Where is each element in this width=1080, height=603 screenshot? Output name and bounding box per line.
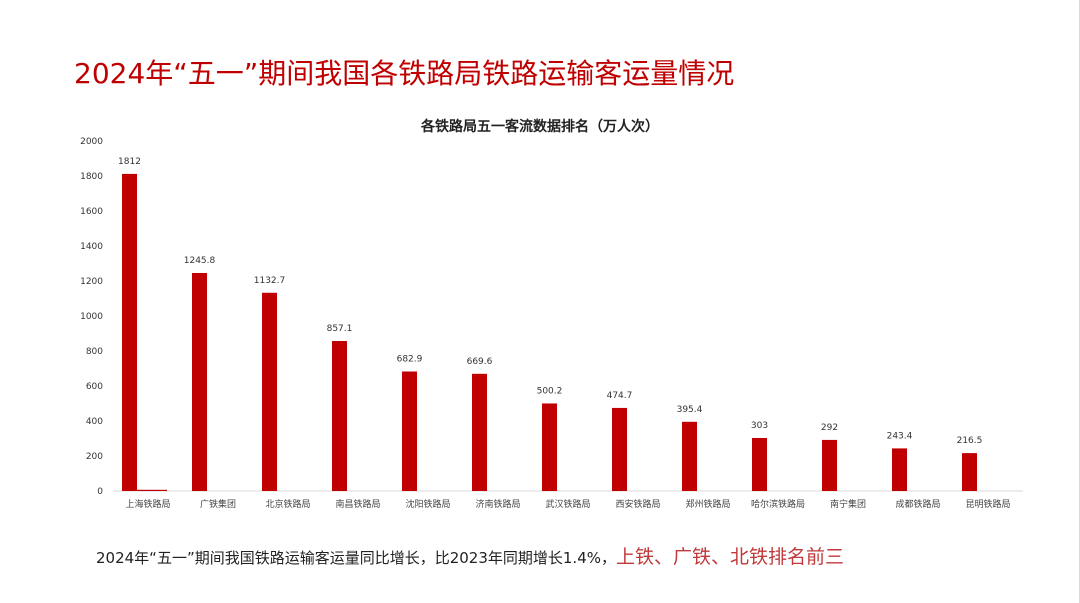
x-tick-label: 成都铁路局 — [895, 498, 940, 510]
bar — [332, 341, 347, 491]
y-tick-label: 1000 — [80, 312, 103, 322]
caption-text: 2024年“五一”期间我国铁路运输客运量同比增长，比2023年同期增长1.4%， — [96, 549, 617, 567]
bar — [192, 272, 207, 491]
y-tick-label: 0 — [97, 487, 103, 497]
bar — [402, 371, 417, 491]
x-tick-label: 哈尔滨铁路局 — [751, 498, 805, 510]
caption-highlight: 上铁、广铁、北铁排名前三 — [616, 546, 845, 568]
x-tick-label: 北京铁路局 — [265, 498, 310, 510]
x-tick-label: 济南铁路局 — [475, 498, 520, 510]
y-tick-label: 400 — [86, 417, 103, 427]
y-tick-label: 1800 — [80, 172, 103, 182]
data-label: 395.4 — [677, 405, 703, 415]
data-label: 1132.7 — [254, 276, 286, 286]
y-tick-label: 800 — [86, 347, 103, 357]
y-tick-label: 1200 — [80, 277, 103, 287]
y-tick-label: 200 — [86, 452, 103, 462]
x-tick-label: 广铁集团 — [200, 498, 236, 510]
x-tick-label: 上海铁路局 — [125, 498, 170, 510]
y-tick-label: 1600 — [80, 207, 103, 217]
x-tick-label: 郑州铁路局 — [685, 498, 730, 510]
x-tick-label: 沈阳铁路局 — [405, 498, 450, 510]
x-tick-label: 南昌铁路局 — [335, 498, 380, 510]
chart-title: 各铁路局五一客流数据排名（万人次） — [421, 119, 659, 135]
data-label: 216.5 — [957, 436, 983, 446]
data-label: 682.9 — [397, 354, 423, 364]
x-tick-label: 昆明铁路局 — [965, 498, 1010, 510]
bar — [962, 453, 977, 491]
bar — [752, 437, 767, 491]
y-tick-label: 1400 — [80, 242, 103, 252]
y-tick-label: 2000 — [80, 137, 103, 147]
bar — [612, 407, 627, 491]
bar — [542, 403, 557, 491]
x-tick-label: 西安铁路局 — [615, 498, 660, 510]
slide-title: 2024年“五一”期间我国各铁路局铁路运输客运量情况 — [74, 57, 735, 90]
data-label: 1245.8 — [184, 256, 216, 266]
bar — [892, 448, 907, 491]
data-label: 474.7 — [607, 391, 633, 401]
data-label: 857.1 — [327, 324, 353, 334]
caption: 2024年“五一”期间我国铁路运输客运量同比增长，比2023年同期增长1.4%，… — [96, 544, 844, 571]
data-label: 500.2 — [537, 386, 563, 396]
data-label: 1812 — [118, 157, 141, 167]
bar — [682, 421, 697, 491]
bar — [822, 439, 837, 491]
data-label: 292 — [821, 423, 838, 433]
data-label: 243.4 — [887, 431, 913, 441]
bar — [472, 373, 487, 491]
bar-secondary — [137, 489, 167, 491]
data-label: 303 — [751, 421, 768, 431]
x-tick-label: 南宁集团 — [830, 498, 866, 510]
y-tick-label: 600 — [86, 382, 103, 392]
data-label: 669.6 — [467, 357, 493, 367]
x-tick-label: 武汉铁路局 — [545, 498, 590, 510]
bar — [262, 292, 277, 491]
bar — [122, 173, 137, 491]
